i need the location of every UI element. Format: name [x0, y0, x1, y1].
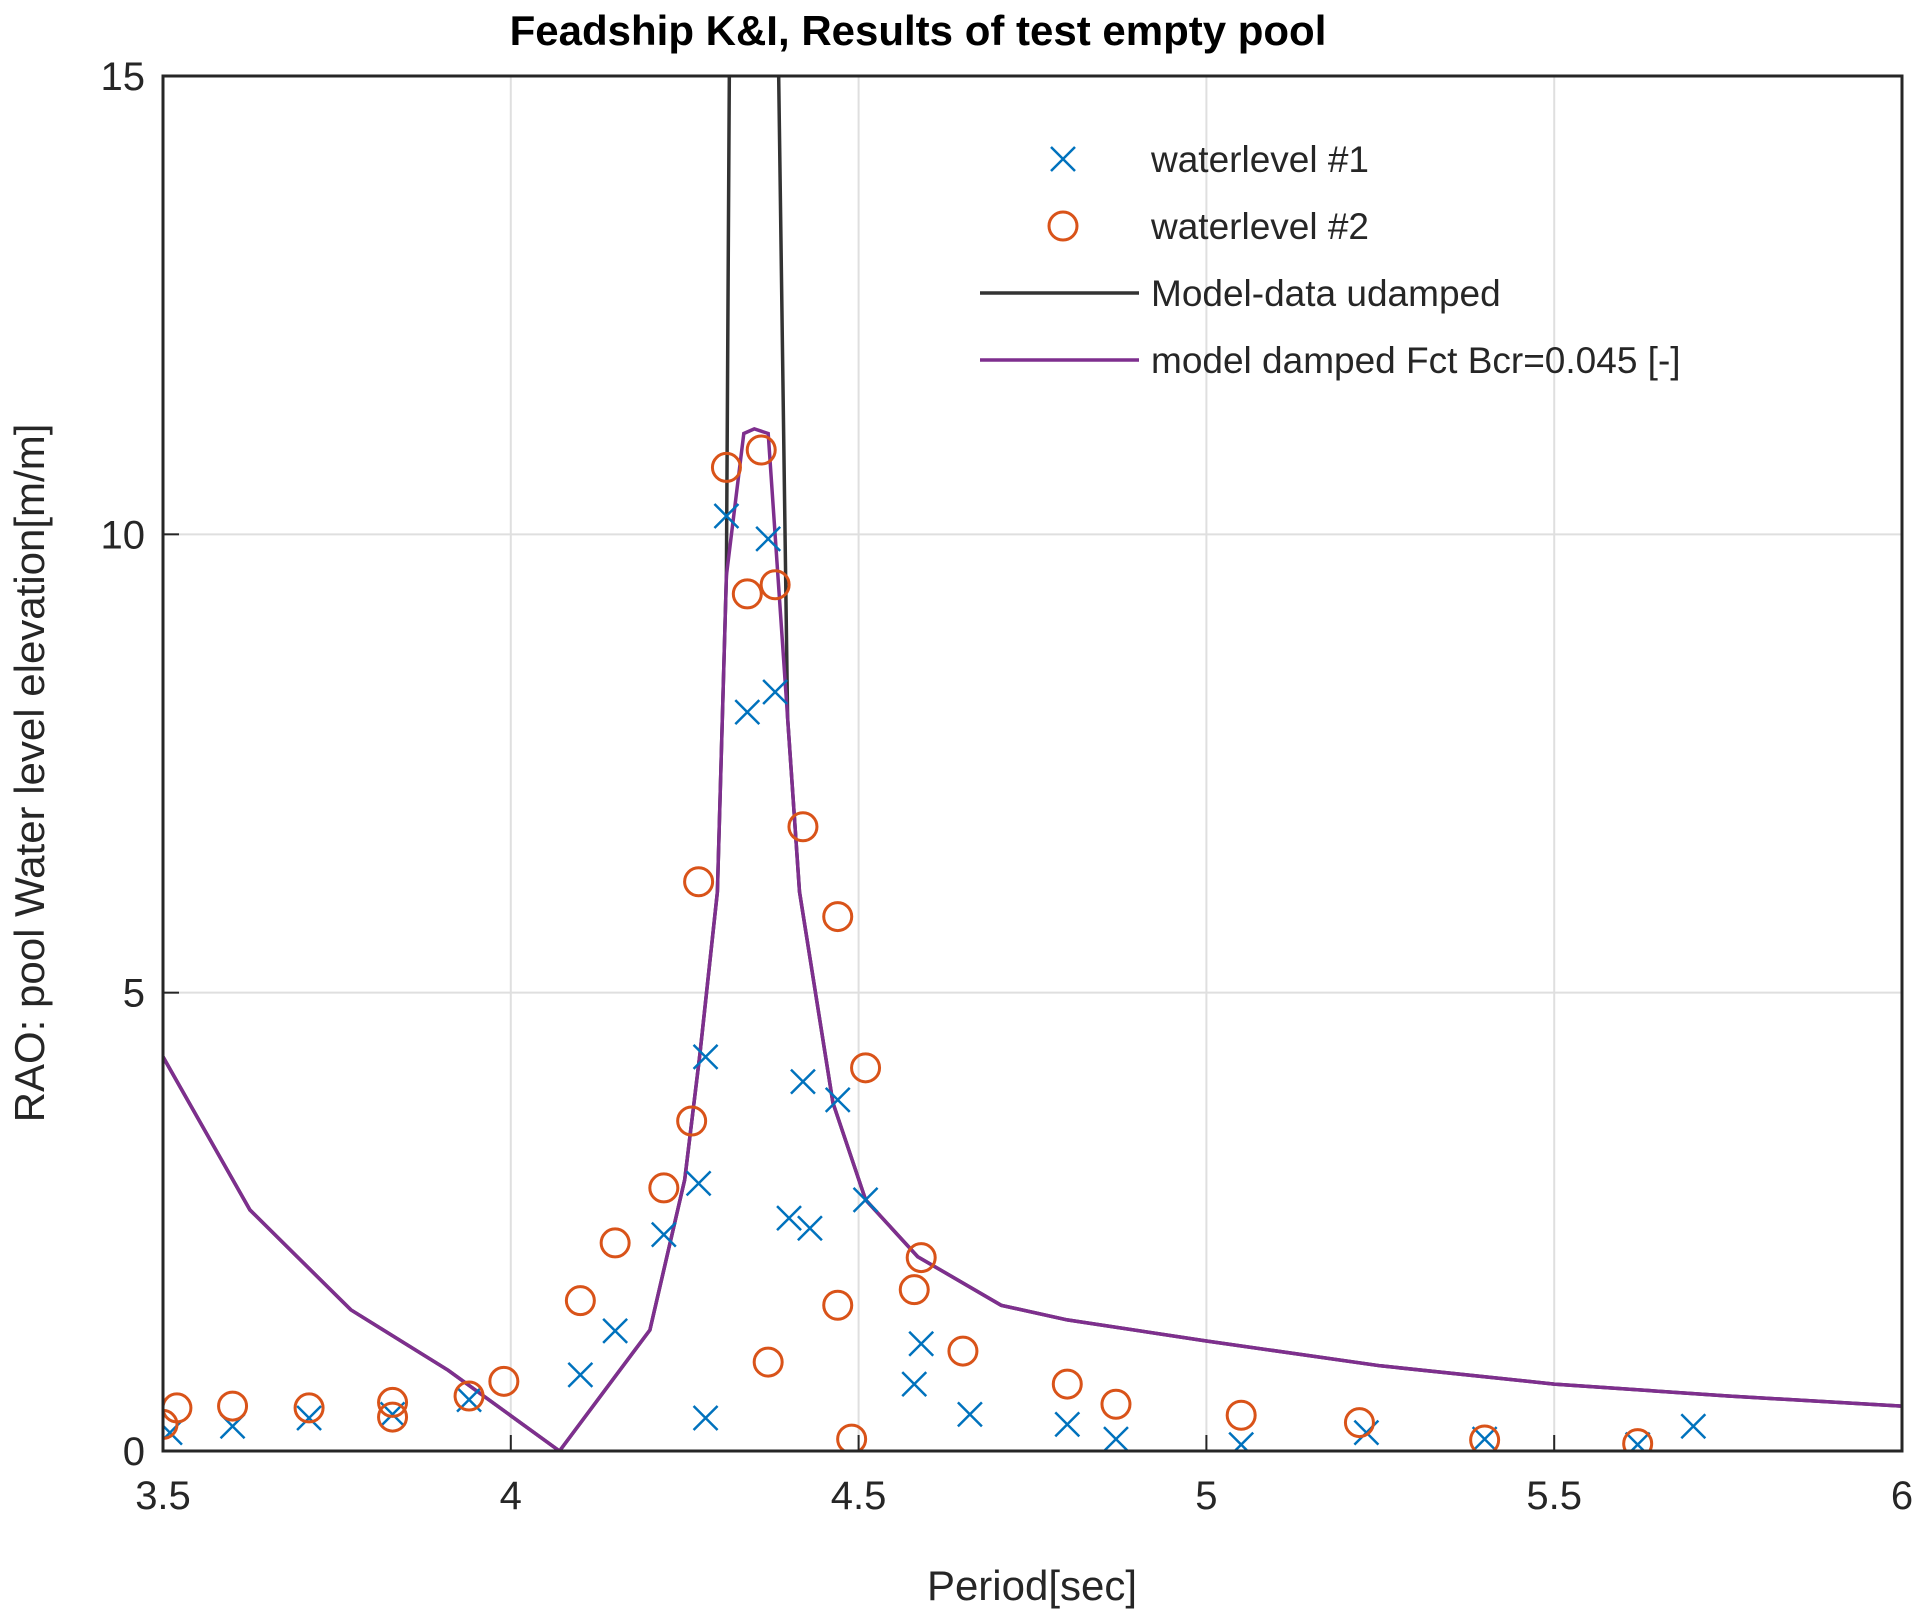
data-point: [745, 434, 777, 466]
legend-label: waterlevel #1: [1150, 139, 1369, 180]
legend-label: waterlevel #2: [1150, 206, 1369, 247]
legend: waterlevel #1 waterlevel #2 Model-data uda…: [980, 139, 1681, 381]
y-axis-label: RAO: pool Water level elevation[m/m]: [6, 424, 53, 1123]
y-tick-label: 0: [123, 1430, 145, 1474]
ticks: 3.5 4 4.5 5 5.5 6 0 5 10 15: [101, 55, 1914, 1518]
data-point: [650, 1221, 677, 1248]
data-point: [1680, 1413, 1707, 1440]
x-tick-label: 4: [500, 1474, 522, 1518]
data-point: [901, 1371, 928, 1397]
data-point: [759, 569, 791, 601]
data-point: [752, 1346, 784, 1378]
data-point: [836, 1423, 868, 1451]
data-point: [908, 1330, 935, 1357]
data-point: [1624, 1431, 1651, 1451]
data-point: [599, 1227, 631, 1259]
data-point: [790, 1068, 816, 1095]
data-point: [163, 1392, 193, 1424]
legend-marker: [1047, 210, 1079, 242]
legend-entry: waterlevel #2: [1047, 206, 1369, 247]
data-point: [822, 1289, 854, 1321]
data-point: [1225, 1399, 1257, 1431]
x-axis-label: Period[sec]: [927, 1562, 1137, 1609]
data-point: [685, 1170, 712, 1197]
grid: [162, 75, 1903, 1452]
data-point: [787, 811, 819, 843]
data-point: [762, 679, 789, 705]
data-point: [947, 1335, 979, 1367]
data-point: [755, 526, 782, 552]
series-line-3: [163, 427, 1902, 1451]
legend-marker: [1050, 146, 1076, 172]
x-tick-label: 4.5: [831, 1474, 887, 1518]
data-point: [692, 1405, 719, 1431]
data-point: [377, 1401, 409, 1433]
data-point: [676, 1105, 708, 1137]
data-point: [163, 1408, 179, 1440]
data-point: [217, 1390, 249, 1422]
data-point: [453, 1380, 485, 1412]
axes-box: [161, 74, 1904, 1453]
data-point: [731, 578, 763, 610]
chart-title: Feadship K&I, Results of test empty pool: [510, 7, 1327, 54]
data-point: [567, 1362, 594, 1388]
data-point: [852, 1186, 879, 1213]
data-point: [1471, 1426, 1498, 1451]
data-point: [776, 1205, 802, 1232]
x-tick-label: 5: [1195, 1474, 1217, 1518]
x-tick-label: 5.5: [1526, 1474, 1582, 1518]
data-point: [850, 1052, 882, 1084]
data-point: [710, 451, 742, 483]
data-point: [1100, 1388, 1132, 1420]
x-tick-label: 3.5: [135, 1474, 191, 1518]
data-point: [293, 1392, 325, 1424]
series-1-points: [163, 434, 1654, 1451]
legend-label: model damped Fct Bcr=0.045 [-]: [1151, 340, 1681, 381]
data-point: [692, 1043, 719, 1070]
data-point: [1054, 1411, 1081, 1438]
data-point: [1469, 1424, 1501, 1451]
series-0-points: [163, 503, 1707, 1451]
series-layer: [163, 76, 1902, 1451]
data-point: [1103, 1426, 1129, 1451]
data-point: [602, 1318, 629, 1344]
data-point: [898, 1274, 930, 1306]
legend-entry: waterlevel #1: [1050, 139, 1369, 180]
data-point: [683, 866, 715, 898]
data-point: [1228, 1431, 1255, 1451]
data-point: [1051, 1368, 1083, 1400]
data-point: [734, 699, 761, 726]
data-point: [905, 1242, 937, 1274]
data-point: [713, 503, 740, 529]
legend-label: Model-data udamped: [1151, 273, 1501, 314]
data-point: [488, 1365, 520, 1397]
series-line-2: [163, 76, 1902, 1451]
data-point: [1343, 1407, 1375, 1439]
data-point: [564, 1285, 596, 1317]
legend-entry: Model-data udamped: [980, 273, 1501, 314]
y-tick-label: 10: [101, 513, 146, 557]
y-tick-label: 15: [101, 55, 146, 99]
data-point: [648, 1172, 680, 1204]
data-point: [377, 1386, 409, 1418]
data-point: [296, 1405, 322, 1431]
data-point: [824, 1087, 851, 1113]
data-point: [957, 1401, 983, 1428]
data-point: [1622, 1428, 1654, 1451]
legend-entry: model damped Fct Bcr=0.045 [-]: [980, 340, 1681, 381]
data-point: [797, 1215, 823, 1242]
y-tick-label: 5: [123, 972, 145, 1016]
x-tick-label: 6: [1891, 1474, 1913, 1518]
data-point: [822, 901, 854, 933]
